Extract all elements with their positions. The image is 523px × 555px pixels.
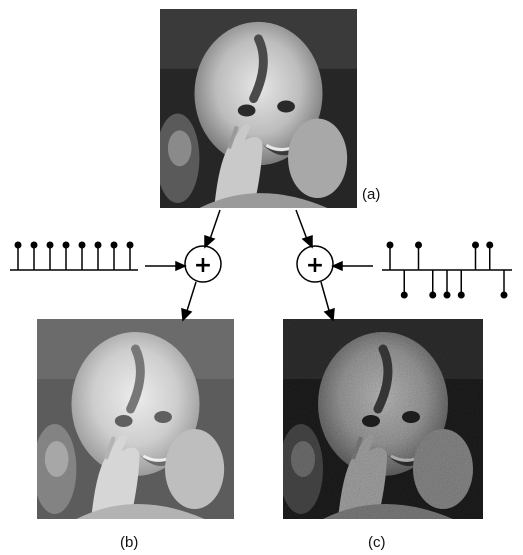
label-c: (c): [368, 534, 386, 551]
noise-sample-dot: [486, 241, 494, 249]
adder-right-symbol: +: [306, 253, 324, 278]
label-a: (a): [362, 186, 380, 203]
adder-right: +: [296, 245, 334, 283]
signal-constant-offset: [10, 241, 138, 271]
offset-sample-dot: [94, 241, 102, 249]
image-b-offset: [37, 319, 234, 519]
offset-sample-dot: [46, 241, 54, 249]
noise-sample-dot: [386, 241, 394, 249]
noise-sample-dot: [472, 241, 479, 249]
arrows: [145, 209, 373, 322]
offset-sample-dot: [78, 241, 86, 249]
signal-random-noise: [382, 241, 512, 299]
adder-left-symbol: +: [194, 253, 212, 278]
arrow-a-to-right-adder: [295, 209, 309, 243]
offset-sample-dot: [14, 241, 22, 249]
arrow-a-to-left-adder: [208, 209, 221, 243]
arrow-left-adder-to-b: [185, 281, 197, 315]
noise-sample-dot: [415, 241, 422, 249]
noise-sample-dot: [400, 291, 408, 299]
offset-sample-dot: [62, 241, 70, 249]
label-b: (b): [120, 534, 138, 551]
offset-sample-dot: [30, 241, 38, 249]
noise-sample-dot: [500, 291, 508, 299]
noise-sample-dot: [443, 291, 451, 299]
noise-sample-dot: [457, 291, 465, 299]
offset-sample-dot: [110, 241, 118, 249]
adder-left: +: [184, 245, 222, 283]
noise-sample-dot: [429, 291, 437, 299]
offset-sample-dot: [126, 241, 134, 249]
image-a-original: [156, 9, 357, 208]
arrow-right-adder-to-c: [320, 281, 331, 315]
image-c-noisy: [283, 319, 483, 519]
